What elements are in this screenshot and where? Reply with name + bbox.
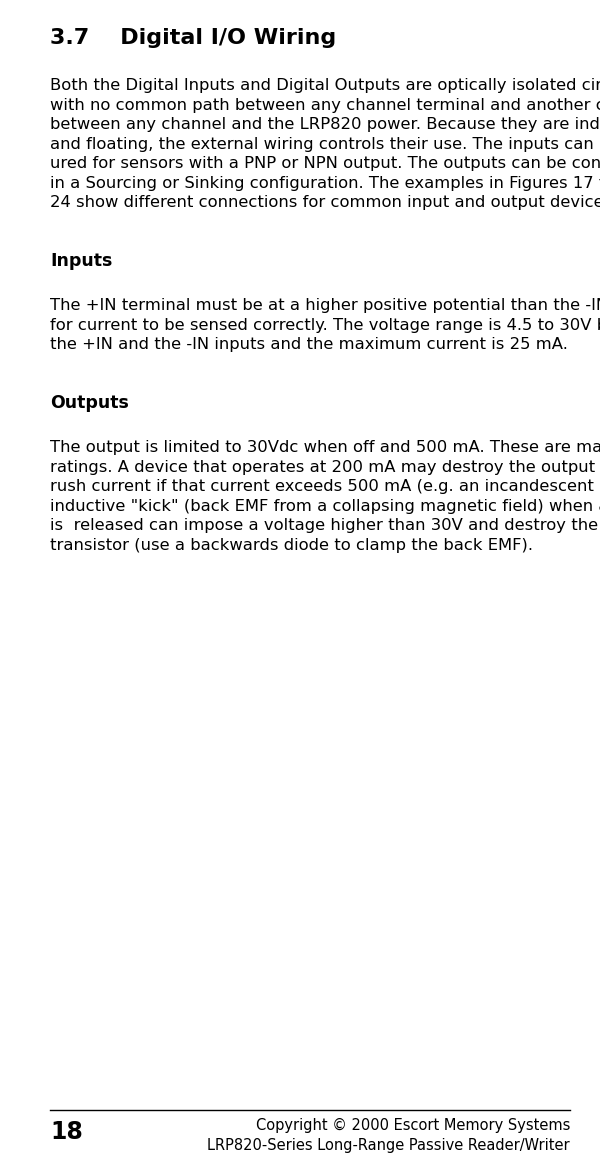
Text: 3.7    Digital I/O Wiring: 3.7 Digital I/O Wiring (50, 28, 336, 48)
Text: Inputs: Inputs (50, 252, 112, 270)
Text: Outputs: Outputs (50, 394, 129, 413)
Text: 18: 18 (50, 1120, 83, 1145)
Text: The +IN terminal must be at a higher positive potential than the -IN terminal
fo: The +IN terminal must be at a higher pos… (50, 297, 600, 352)
Text: Copyright © 2000 Escort Memory Systems: Copyright © 2000 Escort Memory Systems (256, 1118, 570, 1133)
Text: LRP820-Series Long-Range Passive Reader/Writer: LRP820-Series Long-Range Passive Reader/… (208, 1138, 570, 1153)
Text: The output is limited to 30Vdc when off and 500 mA. These are maximum
ratings. A: The output is limited to 30Vdc when off … (50, 440, 600, 553)
Text: Both the Digital Inputs and Digital Outputs are optically isolated circuits
with: Both the Digital Inputs and Digital Outp… (50, 78, 600, 210)
